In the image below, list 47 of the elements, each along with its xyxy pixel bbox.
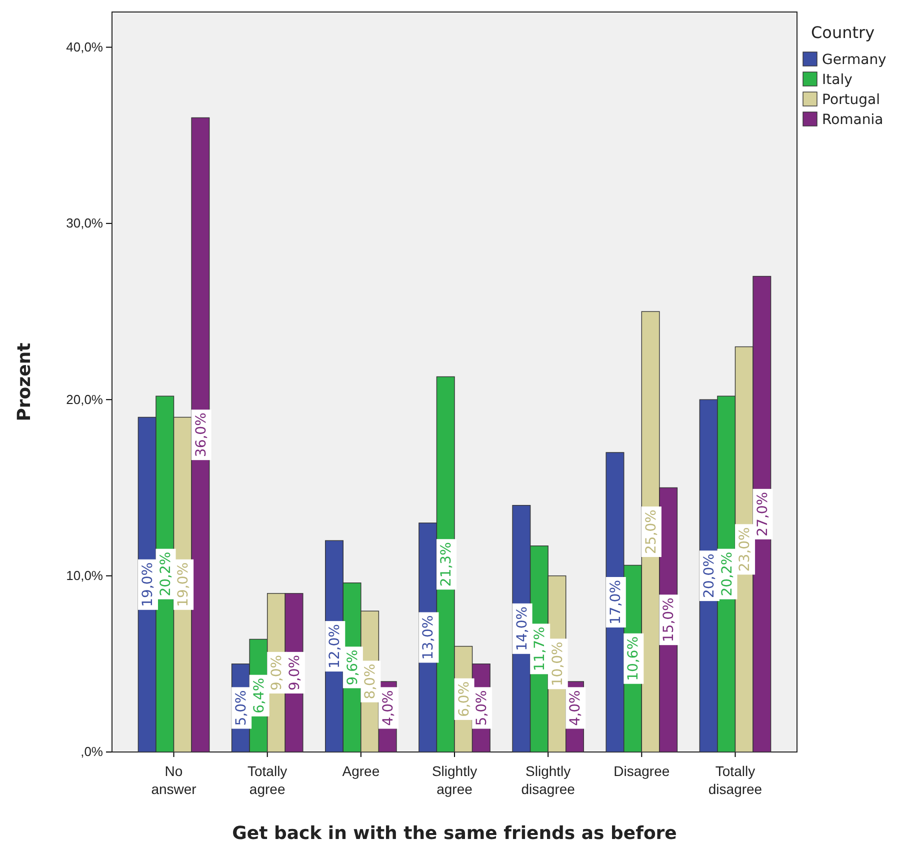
data-label: 9,0% [286, 654, 303, 691]
data-label: 27,0% [754, 492, 771, 536]
data-label: 9,6% [344, 650, 361, 686]
data-label: 12,0% [327, 624, 344, 669]
data-label: 25,0% [643, 510, 660, 554]
data-label: 9,0% [269, 654, 286, 691]
y-tick-label: ,0% [80, 744, 104, 760]
data-label: 20,0% [701, 554, 718, 598]
legend-label: Germany [822, 52, 886, 68]
data-label: 5,0% [474, 690, 490, 726]
data-label: 4,0% [568, 690, 584, 726]
data-label: 14,0% [514, 606, 530, 651]
data-label: 11,7% [532, 626, 548, 672]
legend-label: Portugal [822, 92, 880, 108]
y-tick-label: 20,0% [66, 392, 104, 407]
y-tick-label: 40,0% [66, 39, 104, 54]
y-axis-title: Prozent [14, 342, 35, 422]
data-label: 5,0% [234, 690, 250, 726]
x-tick-label: Slightly agree [432, 763, 478, 797]
x-axis-title: Get back in with the same friends as before [232, 823, 677, 844]
x-tick-label: Disagree [614, 763, 670, 779]
data-label: 15,0% [661, 598, 678, 642]
x-tick-label: No answer [151, 763, 197, 797]
data-label: 36,0% [193, 412, 210, 458]
x-tick-label: Totally disagree [708, 763, 762, 797]
data-label: 6,4% [251, 678, 268, 714]
data-label: 10,0% [550, 642, 566, 686]
data-label: 6,0% [456, 681, 472, 717]
y-tick-label: 30,0% [66, 216, 104, 231]
y-tick-label: 10,0% [66, 568, 104, 583]
x-tick-label: Totally agree [248, 763, 288, 797]
data-label: 20,2% [158, 552, 174, 596]
data-label: 17,0% [608, 580, 624, 624]
data-label: 10,6% [626, 636, 642, 681]
data-label: 20,2% [719, 552, 736, 596]
data-label: 8,0% [362, 664, 379, 700]
legend-label: Romania [822, 112, 884, 128]
data-label: 23,0% [737, 527, 754, 572]
x-tick-label: Agree [342, 763, 380, 779]
data-label: 19,0% [140, 562, 156, 607]
data-label: 19,0% [176, 562, 192, 607]
data-label: 4,0% [380, 690, 396, 726]
legend-title: Country [811, 23, 875, 42]
x-tick-label: Slightly disagree [521, 763, 576, 797]
data-label: 21,3% [438, 542, 455, 587]
data-label: 13,0% [420, 615, 437, 660]
legend-label: Italy [822, 72, 852, 88]
